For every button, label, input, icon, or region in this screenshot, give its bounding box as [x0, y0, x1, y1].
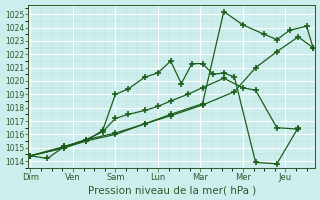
X-axis label: Pression niveau de la mer( hPa ): Pression niveau de la mer( hPa )	[88, 185, 256, 195]
